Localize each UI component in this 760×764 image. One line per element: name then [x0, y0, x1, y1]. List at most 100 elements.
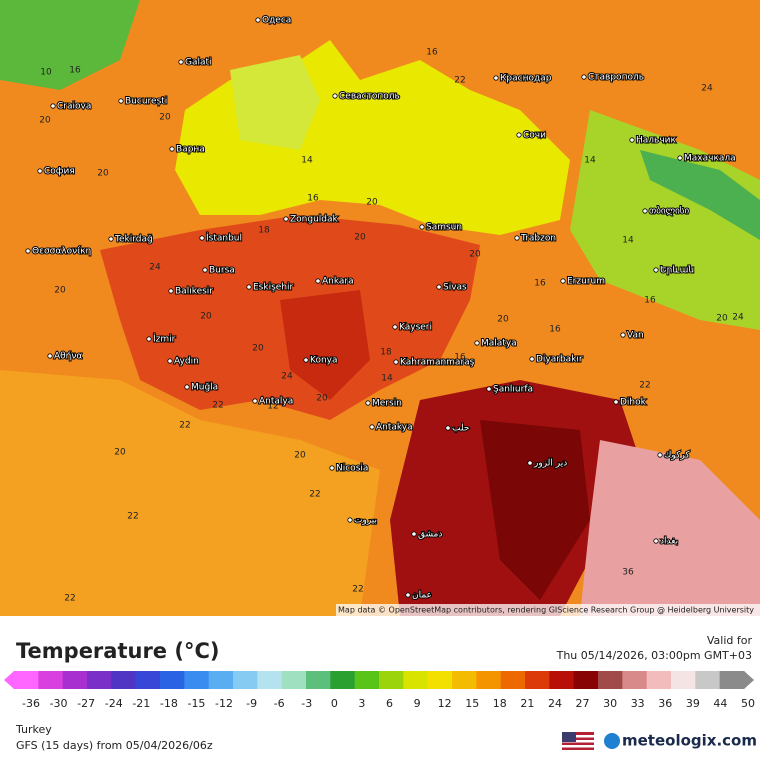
mediterranean [0, 370, 380, 616]
city-dot [405, 592, 411, 598]
city-dot [283, 216, 289, 222]
colorbar-tick-label: -3 [301, 697, 312, 710]
city-label: Muğla [191, 383, 218, 393]
contour-label: 24 [281, 372, 293, 382]
city-label: Nicosia [336, 464, 368, 474]
city-dot [613, 399, 619, 405]
contour-label: 14 [381, 374, 393, 384]
city-dot [252, 398, 258, 404]
colorbar-tick-label: 9 [414, 697, 421, 710]
colorbar-segment [257, 671, 283, 689]
city-label: Краснодар [500, 74, 552, 84]
colorbar-tick-label: 6 [386, 697, 393, 710]
colorbar-tick-label: 44 [713, 697, 727, 710]
flag-stripe [562, 740, 594, 743]
city-dot [303, 357, 309, 363]
contour-label: 16 [426, 48, 438, 58]
city-dot [37, 168, 43, 174]
city-label: Samsun [426, 223, 462, 233]
contour-label: 22 [134, 236, 145, 246]
city-label: București [125, 97, 167, 107]
city-dot [516, 132, 522, 138]
city-label: Երևան [660, 266, 694, 276]
city-label: Tekirdağ [114, 235, 153, 245]
contour-label: 20 [316, 394, 328, 404]
city-label: عمان [412, 591, 432, 601]
city-dot [50, 103, 56, 109]
brand: meteologix.com [622, 732, 757, 750]
contour-label: 20 [366, 198, 378, 208]
city-dot [118, 98, 124, 104]
contour-label: 16 [549, 325, 561, 335]
colorbar-tick-label: -18 [160, 697, 178, 710]
city-dot [436, 284, 442, 290]
colorbar-segment [330, 671, 356, 689]
city-label: Craiova [57, 102, 91, 112]
city-dot [392, 324, 398, 330]
colorbar-segment [427, 671, 453, 689]
contour-label: 14 [622, 236, 634, 246]
model-run: GFS (15 days) from 05/04/2026/06z [16, 739, 213, 752]
colorbar-tick-label: -30 [50, 697, 68, 710]
contour-label: 20 [252, 344, 264, 354]
contour-label: 18 [258, 226, 270, 236]
city-dot [642, 208, 648, 214]
city-label: Ставрополь [588, 73, 644, 83]
city-dot [445, 425, 451, 431]
city-dot [369, 424, 375, 430]
contour-label: 22 [309, 490, 320, 500]
city-label: حلب [452, 424, 469, 434]
city-label: Galati [185, 58, 212, 68]
logo-icon [604, 733, 620, 749]
city-label: Aydın [174, 357, 199, 367]
city-dot [581, 74, 587, 80]
city-dot [514, 235, 520, 241]
city-dot [329, 465, 335, 471]
colorbar-tick-label: 50 [741, 697, 755, 710]
colorbar-segment [452, 671, 477, 689]
contour-label: 10 [40, 68, 52, 78]
contour-label: 20 [354, 233, 366, 243]
colorbar-segment [719, 671, 745, 689]
colorbar-segment [379, 671, 404, 689]
contour-label: 22 [454, 76, 465, 86]
colorbar-segment [403, 671, 429, 689]
city-label: Αθήνα [54, 352, 82, 362]
contour-label: 16 [69, 66, 81, 76]
contour-label: 22 [639, 381, 650, 391]
legend: Temperature (°C) Valid for Thu 05/14/202… [4, 634, 757, 752]
colorbar-segment [525, 671, 550, 689]
region: Turkey [15, 723, 52, 736]
contour-label: 14 [584, 156, 596, 166]
colorbar-tick-label: 21 [520, 697, 534, 710]
colorbar-segment [622, 671, 648, 689]
flag-stripe [562, 745, 594, 748]
colorbar-tick-label: -6 [274, 697, 285, 710]
city-label: Сочи [523, 131, 546, 141]
colorbar-tick-label: 27 [576, 697, 590, 710]
flag-stripe [562, 735, 594, 738]
colorbar-segment [573, 671, 599, 689]
colorbar-segment [160, 671, 185, 689]
city-label: Варна [176, 145, 205, 155]
colorbar-tick-label: 12 [438, 697, 452, 710]
city-label: İstanbul [206, 233, 242, 244]
city-dot [653, 538, 659, 544]
contour-label: 16 [454, 353, 466, 363]
hot-area [580, 440, 760, 616]
colorbar-tick-label: 15 [465, 697, 479, 710]
city-label: Erzurum [567, 277, 605, 287]
valid-label: Valid for [707, 634, 753, 647]
city-label: Diyarbakır [536, 355, 583, 365]
city-dot [560, 278, 566, 284]
city-dot [527, 460, 533, 466]
contour-label: 36 [622, 568, 634, 578]
colorbar-segment [695, 671, 721, 689]
city-label: بيروت [354, 516, 377, 526]
city-dot [108, 236, 114, 242]
city-label: Zonguldak [290, 215, 339, 225]
colorbar-tick-label: 33 [631, 697, 645, 710]
colorbar-arrow [744, 671, 754, 689]
city-label: Θεσσαλονίκη [32, 247, 91, 257]
